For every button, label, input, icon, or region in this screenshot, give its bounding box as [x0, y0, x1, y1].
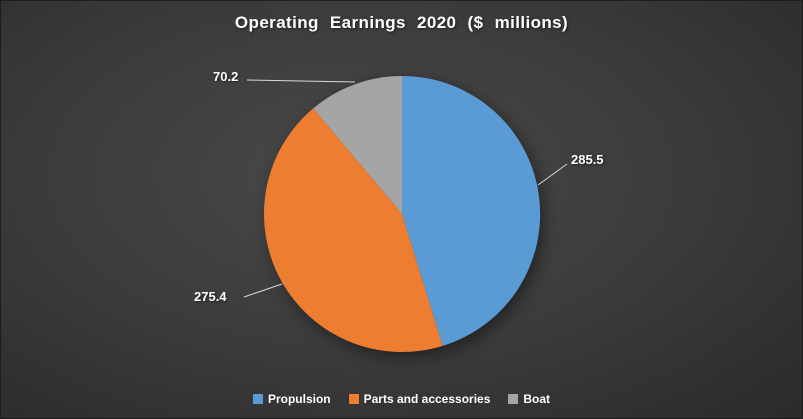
data-label-boat: 70.2	[213, 69, 239, 84]
leader-lines-group	[243, 79, 568, 298]
pie-slice-propulsion	[402, 75, 541, 346]
legend-swatch-boat	[508, 394, 519, 404]
pie-slice-parts-and-accessories	[263, 108, 443, 353]
legend-label-parts-and-accessories: Parts and accessories	[363, 392, 491, 406]
legend-swatch-propulsion	[252, 394, 263, 404]
legend-swatch-parts-and-accessories	[348, 394, 359, 404]
leader-line-propulsion	[537, 163, 568, 186]
legend-item-propulsion: Propulsion	[252, 392, 331, 406]
legend-label-propulsion: Propulsion	[267, 392, 331, 406]
data-label-parts-and-accessories: 275.4	[194, 289, 227, 304]
legend-item-boat: Boat	[508, 392, 550, 406]
legend-label-boat: Boat	[523, 392, 551, 406]
leader-line-boat	[246, 79, 356, 83]
legend-item-parts-and-accessories: Parts and accessories	[348, 392, 491, 406]
pie-slice-boat	[313, 76, 402, 214]
data-label-propulsion: 285.5	[571, 152, 604, 167]
chart-legend: Propulsion Parts and accessories Boat	[1, 392, 802, 406]
pie-slices-group	[263, 75, 541, 353]
leader-line-parts-and-accessories	[243, 283, 283, 298]
chart-title: Operating Earnings 2020 ($ millions)	[234, 13, 569, 32]
